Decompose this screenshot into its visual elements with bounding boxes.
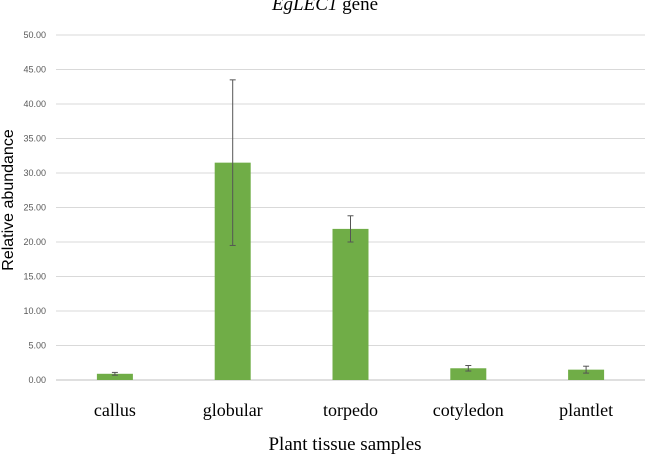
- error-bar-cotyledon: [465, 365, 472, 372]
- y-tick-label: 45.00: [23, 65, 46, 75]
- y-axis-label: Relative abundance: [0, 129, 17, 271]
- y-tick-label: 25.00: [23, 203, 46, 213]
- chart-title-gene: EgLEC1: [271, 0, 338, 15]
- y-tick-label: 0.00: [28, 375, 46, 385]
- x-axis-label: Plant tissue samples: [268, 434, 422, 455]
- bar-cotyledon: [450, 368, 487, 380]
- bar-plantlet: [568, 369, 605, 380]
- y-tick-label: 5.00: [28, 341, 46, 351]
- x-tick-label: globular: [203, 400, 263, 420]
- chart-title-suffix: gene: [337, 0, 379, 15]
- bar-callus: [96, 373, 133, 380]
- y-tick-label: 40.00: [23, 99, 46, 109]
- x-tick-label: plantlet: [559, 400, 613, 420]
- y-tick-label: 50.00: [23, 30, 46, 40]
- x-tick-label: torpedo: [323, 400, 378, 420]
- error-bar-torpedo: [347, 215, 354, 243]
- y-tick-label: 10.00: [23, 306, 46, 316]
- y-tick-label: 35.00: [23, 134, 46, 144]
- chart-title: EgLEC1 gene: [0, 0, 650, 16]
- error-bar-callus: [111, 371, 118, 376]
- x-tick-label: cotyledon: [433, 400, 504, 420]
- y-tick-label: 30.00: [23, 168, 46, 178]
- x-tick-label: callus: [94, 400, 136, 420]
- error-bar-globular: [229, 79, 236, 246]
- bar-torpedo: [332, 228, 369, 380]
- y-tick-label: 15.00: [23, 272, 46, 282]
- error-bar-plantlet: [583, 365, 590, 374]
- y-tick-label: 20.00: [23, 237, 46, 247]
